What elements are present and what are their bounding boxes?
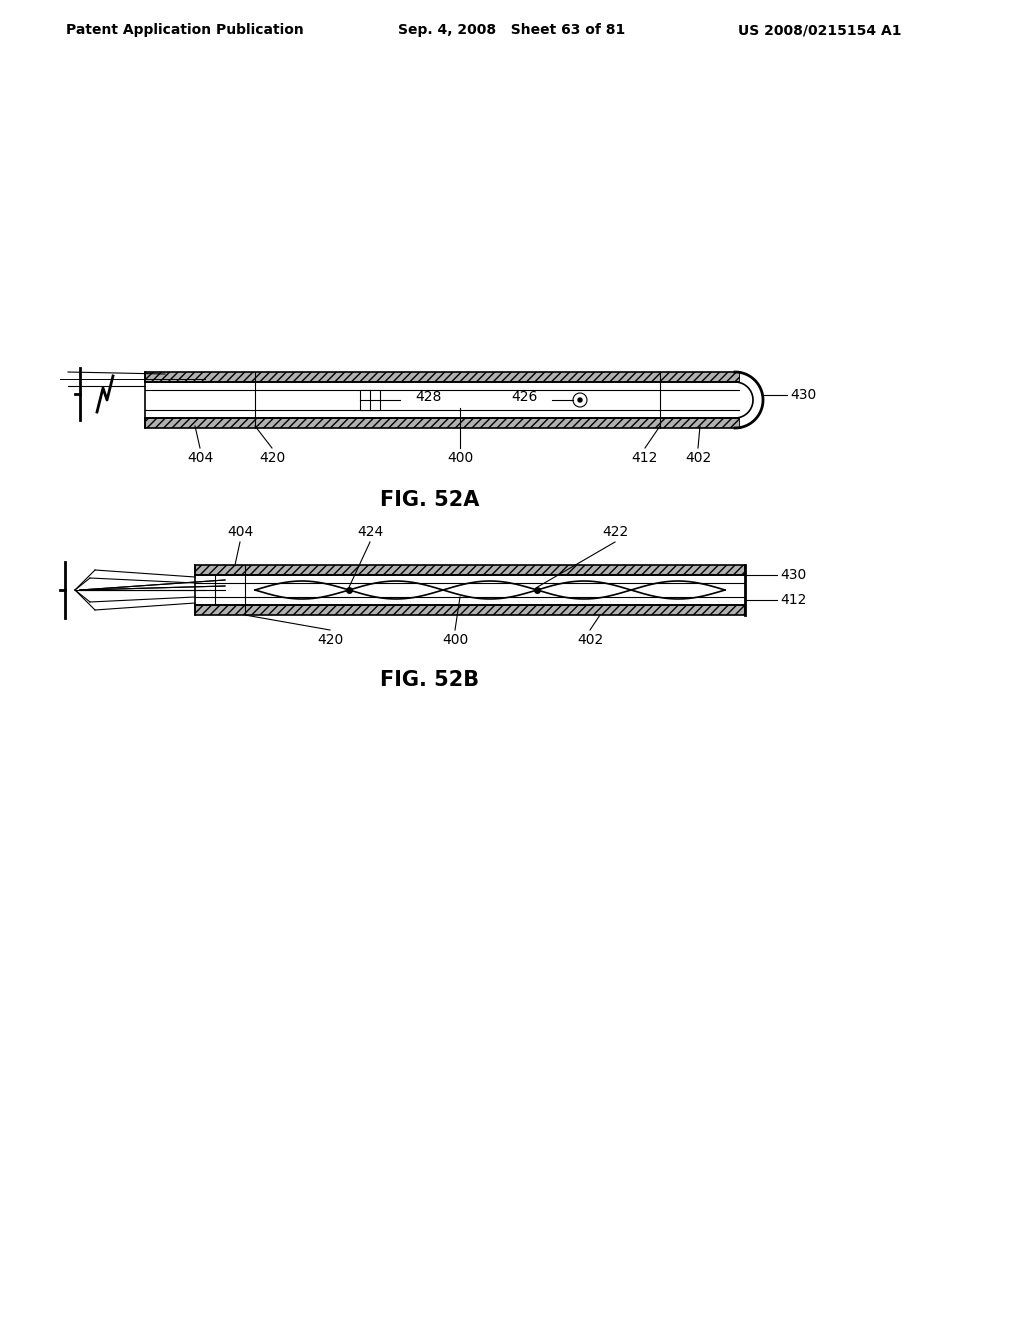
Text: Sep. 4, 2008   Sheet 63 of 81: Sep. 4, 2008 Sheet 63 of 81 — [398, 22, 626, 37]
Text: 400: 400 — [442, 634, 468, 647]
Text: 426: 426 — [512, 389, 539, 404]
Text: 430: 430 — [790, 388, 816, 403]
Text: 412: 412 — [780, 593, 806, 607]
Text: 428: 428 — [415, 389, 441, 404]
Bar — [360, 389, 380, 411]
Text: 412: 412 — [632, 451, 658, 465]
Text: 404: 404 — [186, 451, 213, 465]
Text: 420: 420 — [316, 634, 343, 647]
Text: US 2008/0215154 A1: US 2008/0215154 A1 — [738, 22, 902, 37]
Bar — [145, 372, 740, 381]
Bar — [145, 381, 740, 418]
Text: 420: 420 — [259, 451, 285, 465]
Text: 422: 422 — [602, 525, 628, 539]
Bar — [195, 565, 745, 576]
Text: FIG. 52A: FIG. 52A — [380, 490, 479, 510]
Polygon shape — [735, 372, 763, 428]
Bar — [145, 418, 740, 428]
Text: 430: 430 — [780, 568, 806, 582]
Text: Patent Application Publication: Patent Application Publication — [67, 22, 304, 37]
Text: 402: 402 — [685, 451, 711, 465]
Bar — [195, 605, 745, 615]
Text: FIG. 52B: FIG. 52B — [381, 671, 479, 690]
Bar — [195, 576, 745, 605]
Text: 402: 402 — [577, 634, 603, 647]
Circle shape — [578, 399, 582, 403]
Text: 424: 424 — [357, 525, 383, 539]
Text: 400: 400 — [446, 451, 473, 465]
Text: 404: 404 — [227, 525, 253, 539]
